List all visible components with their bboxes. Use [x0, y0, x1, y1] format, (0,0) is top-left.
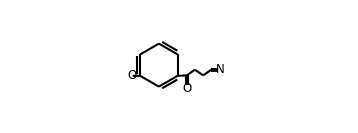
Text: O: O — [127, 69, 136, 82]
Text: N: N — [216, 63, 225, 76]
Text: O: O — [182, 82, 192, 95]
